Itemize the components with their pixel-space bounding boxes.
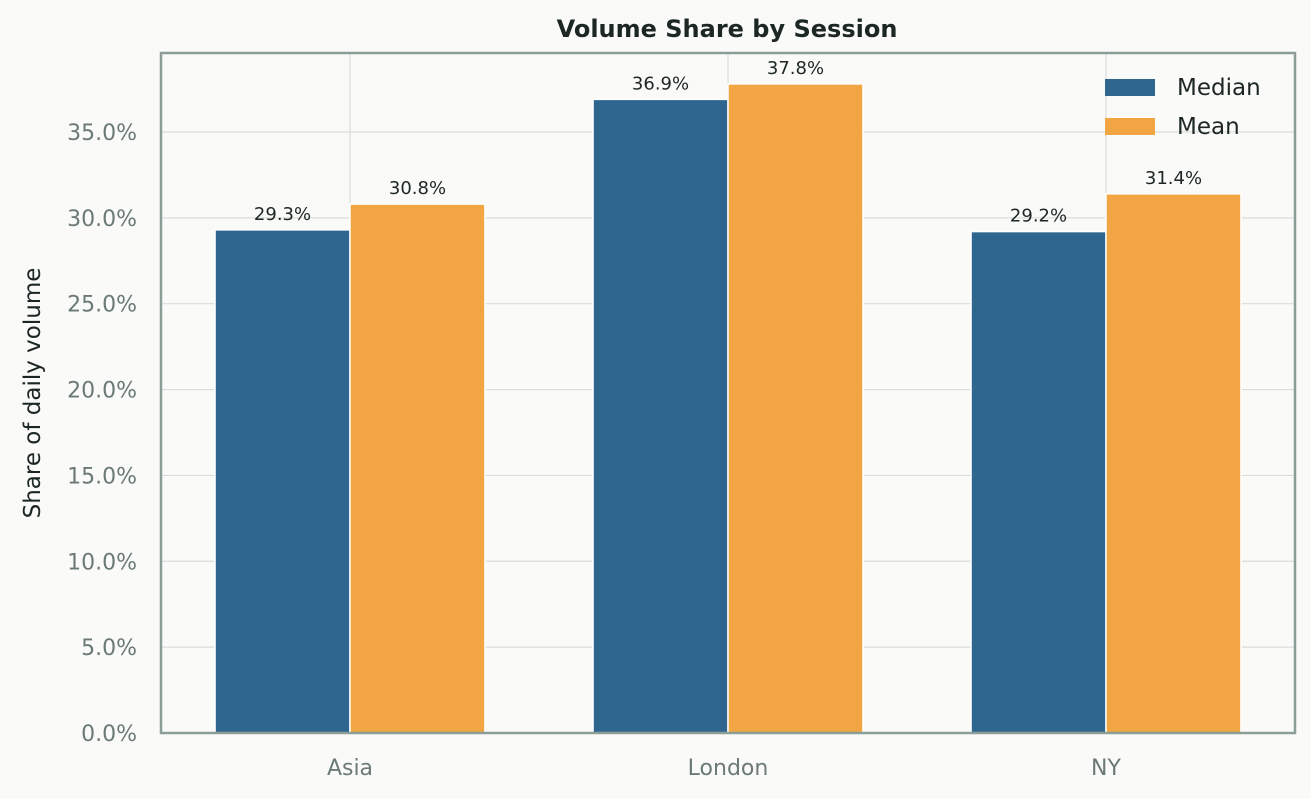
y-tick-label: 15.0% [67,464,137,489]
legend-swatch-median [1105,79,1155,96]
bar-mean-ny [1105,193,1242,734]
data-label: 37.8% [767,58,824,79]
bar-median-london [592,98,729,734]
data-labels: 29.3% 30.8% 36.9% 37.8% 29.2% 31.4% [254,58,1202,227]
axes: 0.0% 5.0% 10.0% 15.0% 20.0% 25.0% 30.0% 35.0% As… [67,51,1297,781]
bar-median-asia [214,229,351,734]
x-tick-label: Asia [327,756,373,781]
bar-mean-asia [349,203,486,734]
y-tick-label: 35.0% [67,121,137,146]
x-tick-label: NY [1091,756,1121,781]
y-tick-label: 25.0% [67,293,137,318]
bar-median-ny [970,230,1107,734]
data-label: 29.3% [254,204,311,225]
bar-mean-london [727,83,864,734]
data-label: 29.2% [1010,206,1067,227]
chart-title: Volume Share by Session [557,15,898,43]
y-tick-label: 20.0% [67,379,137,404]
y-tick-label: 30.0% [67,207,137,232]
y-axis-label: Share of daily volume [20,268,46,519]
y-tick-label: 10.0% [67,550,137,575]
axes-frame [159,51,1297,735]
legend-label-mean: Mean [1177,114,1240,140]
y-tick-label: 5.0% [81,636,137,661]
data-label: 36.9% [632,73,689,94]
legend: Median Mean [1105,75,1261,140]
x-tick-label: London [688,756,769,781]
data-label: 31.4% [1145,168,1202,189]
legend-swatch-mean [1105,118,1155,135]
data-label: 30.8% [389,178,446,199]
y-tick-label: 0.0% [81,722,137,747]
bars [214,83,1242,734]
legend-label-median: Median [1177,75,1261,101]
